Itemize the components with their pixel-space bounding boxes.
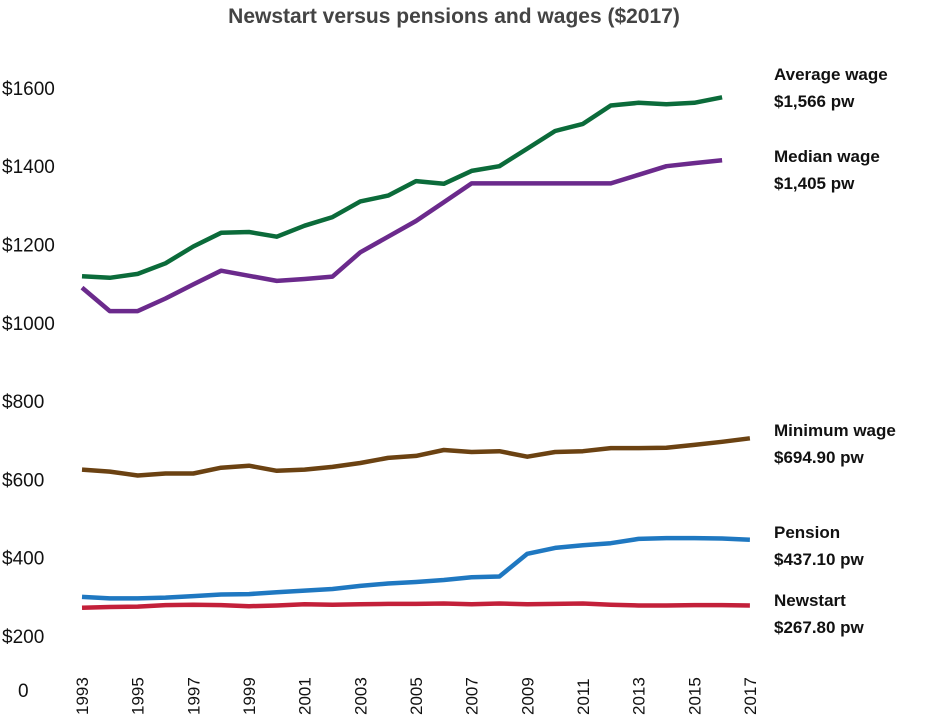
y-tick-label: $1200 [2, 236, 55, 257]
x-tick-label: 1997 [184, 677, 203, 715]
x-tick-label: 2001 [296, 677, 315, 715]
x-tick-label: 2013 [630, 677, 649, 715]
x-tick-label: 2009 [518, 677, 537, 715]
series-line-average-wage [81, 95, 723, 281]
chart-title: Newstart versus pensions and wages ($201… [228, 5, 680, 28]
series-name-label: Median wage [774, 147, 880, 166]
y-tick-label: $200 [2, 627, 44, 648]
series-value-label: $437.10 pw [774, 550, 865, 569]
y-tick-label: $1400 [2, 157, 55, 178]
series-line-newstart [81, 601, 750, 611]
y-tick-label: $800 [2, 392, 44, 413]
y-tick-label: $1600 [2, 79, 55, 100]
y-tick-label: $400 [2, 549, 44, 570]
series-name-label: Pension [774, 523, 840, 542]
series-line-pension [81, 535, 750, 601]
series-line-median-wage [80, 158, 723, 314]
x-tick-label: 2003 [351, 677, 370, 715]
series-name-label: Average wage [774, 65, 888, 84]
y-tick-label: 0 [18, 681, 29, 702]
series-value-label: $267.80 pw [774, 618, 865, 637]
y-tick-label: $600 [2, 470, 44, 491]
x-tick-label: 1995 [129, 677, 148, 715]
series-name-label: Newstart [774, 591, 846, 610]
x-tick-label: 1999 [240, 677, 259, 715]
x-tick-label: 1993 [73, 677, 92, 715]
series-value-label: $1,566 pw [774, 92, 855, 111]
y-tick-label: $1000 [2, 314, 55, 335]
x-tick-label: 2017 [741, 677, 760, 715]
series-name-label: Minimum wage [774, 421, 896, 440]
series-value-label: $1,405 pw [774, 174, 855, 193]
series-line-minimum-wage [81, 436, 751, 478]
series-value-label: $694.90 pw [774, 448, 865, 467]
x-tick-label: 2015 [685, 677, 704, 715]
x-tick-label: 2007 [463, 677, 482, 715]
x-tick-label: 2011 [574, 678, 593, 715]
x-tick-label: 2005 [407, 677, 426, 715]
